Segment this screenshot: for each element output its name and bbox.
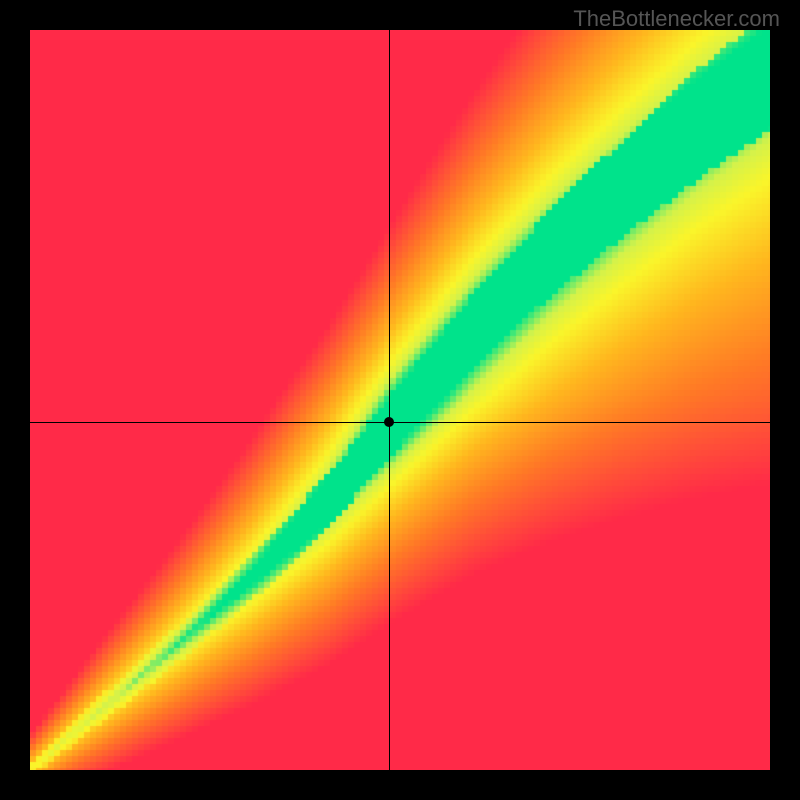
selected-point-marker <box>384 417 394 427</box>
watermark-text: TheBottlenecker.com <box>573 6 780 32</box>
crosshair-vertical <box>389 30 390 770</box>
crosshair-horizontal <box>30 422 770 423</box>
heatmap-chart <box>30 30 770 770</box>
heatmap-canvas <box>30 30 770 770</box>
